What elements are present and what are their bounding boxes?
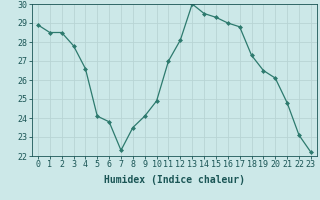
X-axis label: Humidex (Indice chaleur): Humidex (Indice chaleur): [104, 175, 245, 185]
